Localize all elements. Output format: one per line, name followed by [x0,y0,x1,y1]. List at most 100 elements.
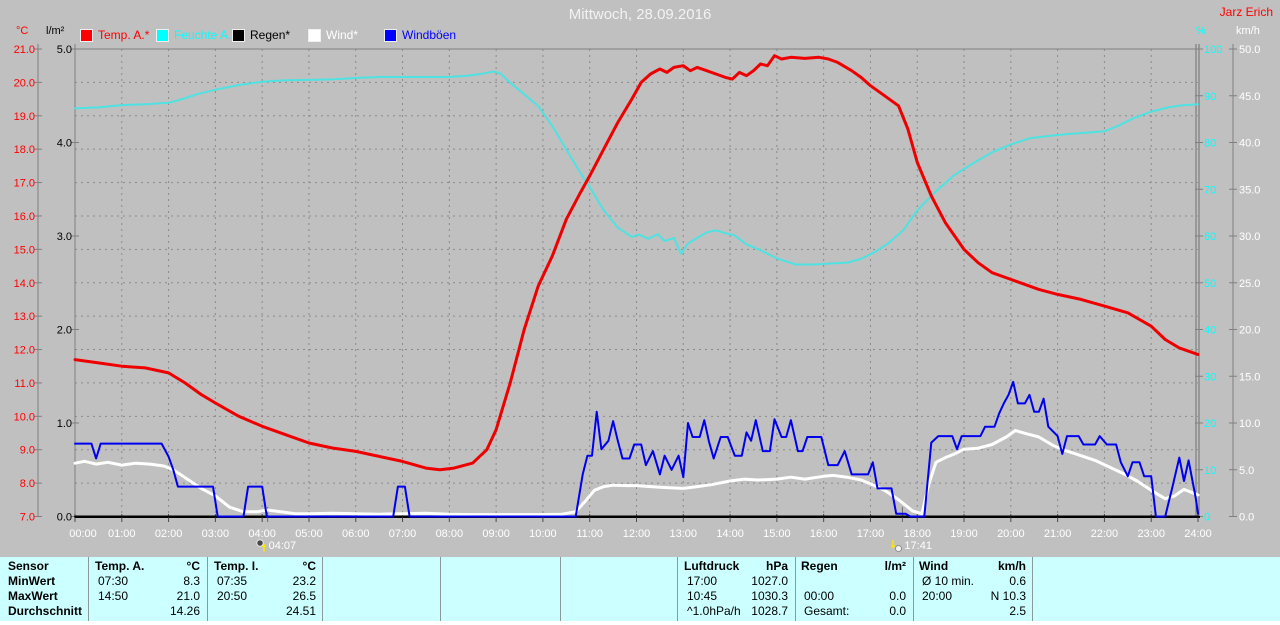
table-time-cell: 20:00 [922,589,953,603]
table-value-cell: 24.51 [285,604,316,618]
x-axis-tick-label: 12:00 [623,528,651,540]
moonrise-time: 04:07 [268,539,297,552]
legend-label: Wind* [326,28,359,42]
table-time-cell: 14:50 [98,589,129,603]
wind-axis-tick-label: 15.0 [1239,371,1260,383]
daily-statistics-table: Sensor MinWert MaxWert Durchschnitt Temp. A.… [0,557,1280,621]
table-value-cell: 1028.7 [751,604,788,618]
moonset-time: 17:41 [904,539,932,552]
x-axis-tick-label: 15:00 [763,528,791,540]
temp-axis-unit: °C [16,25,29,37]
humidity-axis-tick-label: 30 [1204,371,1216,383]
x-axis-tick-label: 24:00 [1184,528,1212,540]
x-axis-tick-label: 18:00 [903,528,931,540]
legend-item-2: Regen* [232,28,290,42]
x-axis-tick-label: 17:00 [857,528,885,540]
table-time-cell: 00:00 [804,589,835,603]
table-value-cell: 1027.0 [751,574,788,588]
humidity-axis-tick-label: 40 [1204,325,1216,337]
legend-swatch-icon [80,28,93,42]
temp-axis-tick-label: 17.0 [14,178,35,190]
humidity-axis-unit: % [1196,25,1206,37]
x-axis-tick-label: 03:00 [202,528,230,540]
temp-axis-tick-label: 20.0 [14,77,35,89]
table-column-separator [1032,557,1033,621]
x-axis-tick-label: 02:00 [155,528,183,540]
legend-label: Windböen [402,28,457,42]
x-axis-tick-label: 14:00 [716,528,744,540]
table-col-header: Temp. I. [214,559,259,573]
moonrise-marker: 04:07 [255,539,297,552]
table-value-cell: 26.5 [292,589,316,603]
x-axis-tick-label: 22:00 [1091,528,1119,540]
temp-axis-tick-label: 19.0 [14,111,35,123]
rain-axis-tick-label: 2.0 [57,325,72,337]
legend-label: Regen* [250,28,291,42]
rain-axis-tick-label: 3.0 [57,231,72,243]
table-value-cell: 8.3 [183,574,200,588]
table-value-cell: 2.5 [1009,604,1026,618]
table-column-separator [207,557,208,621]
humidity-axis-tick-label: 90 [1204,91,1216,103]
table-col-unit: l/m² [884,559,906,573]
legend-label: Feuchte A.* [174,28,237,42]
x-axis-tick-label: 20:00 [997,528,1025,540]
x-axis-tick-label: 21:00 [1044,528,1072,540]
temp-axis-tick-label: 18.0 [14,144,35,156]
temp-axis-tick-label: 7.0 [20,512,35,524]
table-value-cell: 21.0 [176,589,200,603]
table-col-header: Wind [919,559,949,573]
rain-axis-unit: l/m² [46,25,65,37]
table-column-separator [322,557,323,621]
legend-swatch-icon [384,28,397,42]
temp-axis-tick-label: 11.0 [14,378,35,390]
rain-axis-tick-label: 0.0 [57,512,72,524]
temp-curve [73,54,1200,472]
table-time-cell: ^1.0hPa/h [687,604,741,618]
table-col-unit: km/h [997,559,1026,573]
humidity-axis-tick-label: 70 [1204,184,1216,196]
table-time-cell: 10:45 [687,589,718,603]
table-time-cell: 07:35 [217,574,248,588]
table-row-label: Sensor [8,559,49,573]
legend-item-1: Feuchte A.* [156,28,236,42]
wind-axis-tick-label: 20.0 [1239,325,1260,337]
table-col-unit: °C [186,559,200,573]
x-axis-tick-label: 07:00 [389,528,417,540]
x-axis-tick-label: 16:00 [810,528,838,540]
wind-axis-tick-label: 35.0 [1239,184,1260,196]
x-axis-tick-label: 06:00 [342,528,370,540]
rain-axis-tick-label: 1.0 [57,418,72,430]
x-axis-tick-label: 00:00 [69,528,97,540]
x-axis-tick-label: 09:00 [482,528,510,540]
x-axis-tick-label: 11:00 [576,528,603,540]
humidity-axis-tick-label: 60 [1204,231,1216,243]
table-time-cell: 17:00 [687,574,718,588]
wind-axis-tick-label: 30.0 [1239,231,1260,243]
x-axis-tick-label: 19:00 [950,528,978,540]
wind-axis-tick-label: 45.0 [1239,91,1260,103]
temp-axis-tick-label: 8.0 [20,478,35,490]
table-column-separator [913,557,914,621]
table-col-unit: °C [302,559,316,573]
moonset-icon [891,540,903,552]
temp-axis-tick-label: 21.0 [14,44,35,56]
x-axis-tick-label: 04:00 [248,528,276,540]
table-row-label: Durchschnitt [8,604,83,618]
temp-axis-tick-label: 9.0 [20,445,35,457]
wind-axis-tick-label: 25.0 [1239,278,1260,290]
x-axis-tick-label: 23:00 [1137,528,1165,540]
temp-axis-tick-label: 12.0 [14,345,35,357]
x-axis-tick-label: 08:00 [436,528,464,540]
x-axis-tick-label: 05:00 [295,528,323,540]
bottom-strip [0,621,1280,625]
x-axis-tick-label: 10:00 [529,528,557,540]
table-value-cell: 0.0 [889,589,906,603]
humidity-curve [74,70,1199,266]
legend-label: Temp. A.* [98,28,150,42]
table-time-cell: 20:50 [217,589,248,603]
table-col-header: Luftdruck [684,559,740,573]
table-column-separator [677,557,678,621]
rain-axis-tick-label: 5.0 [57,44,72,56]
